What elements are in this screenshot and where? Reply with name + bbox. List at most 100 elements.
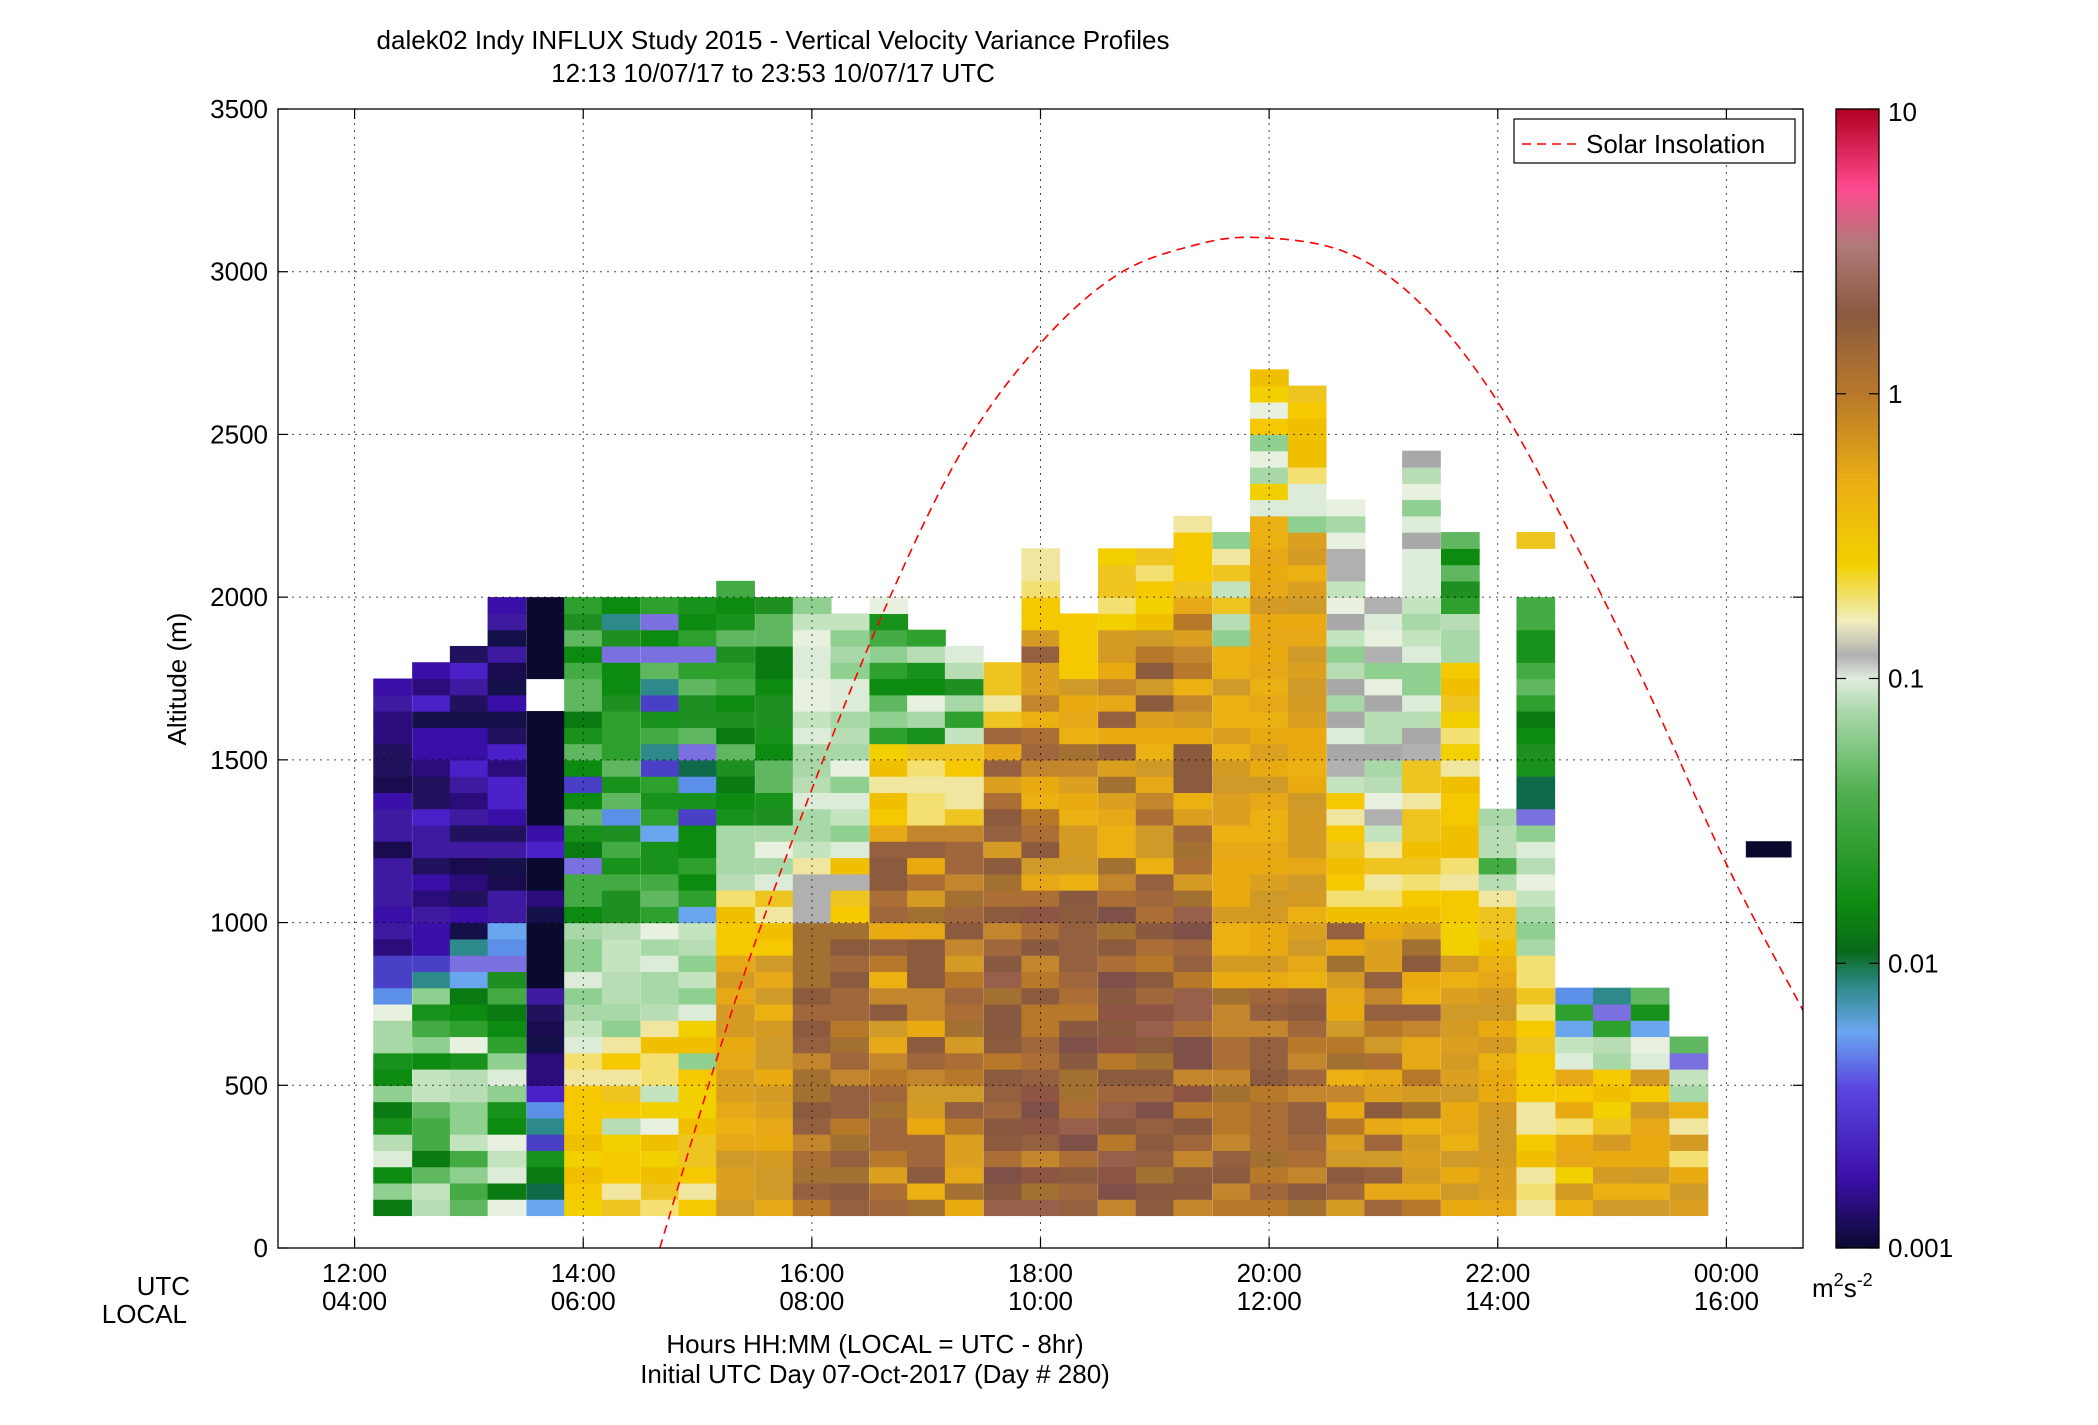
heatmap-cell (1593, 1134, 1632, 1151)
heatmap-cell (1250, 1182, 1289, 1200)
heatmap-cell (373, 1085, 412, 1103)
heatmap-cell (1630, 1020, 1670, 1038)
heatmap-cell (1441, 1052, 1480, 1070)
heatmap-cell (1212, 1199, 1252, 1217)
heatmap-cell (1173, 1199, 1213, 1217)
heatmap-cell (640, 873, 680, 891)
heatmap-cell (449, 1134, 489, 1151)
heatmap-cell (1287, 662, 1327, 680)
heatmap-cell (1059, 890, 1098, 907)
heatmap-cell (640, 1036, 680, 1054)
heatmap-cell (716, 662, 755, 680)
heatmap-cell (564, 1166, 603, 1184)
heatmap-cell (1516, 759, 1556, 777)
heatmap-cell (907, 922, 946, 940)
heatmap-cell (869, 1003, 909, 1021)
heatmap-cell (983, 1150, 1023, 1168)
heatmap-cell (1441, 532, 1480, 549)
heatmap-cell (564, 727, 603, 745)
heatmap-cell (487, 711, 527, 728)
heatmap-cell (1402, 613, 1441, 631)
heatmap-cell (1402, 450, 1441, 468)
heatmap-cell (1326, 759, 1366, 777)
heatmap-cell (487, 841, 527, 859)
heatmap-cell (1402, 1020, 1441, 1038)
heatmap-cell (449, 776, 489, 793)
heatmap-cell (640, 629, 680, 647)
heatmap-cell (1364, 841, 1404, 859)
heatmap-cell (601, 743, 641, 761)
heatmap-cell (716, 971, 755, 989)
heatmap-cell (564, 792, 603, 810)
heatmap-cell (412, 1052, 451, 1070)
heatmap-cell (1287, 1052, 1327, 1070)
heatmap-cell (1593, 1182, 1632, 1200)
heatmap-cell (869, 857, 909, 875)
heatmap-cell (1287, 1085, 1327, 1103)
heatmap-cell (983, 987, 1023, 1005)
heatmap-cell (640, 1020, 680, 1038)
heatmap-cell (1135, 613, 1175, 631)
heatmap-cell (1326, 613, 1366, 631)
heatmap-cell (792, 1166, 832, 1184)
heatmap-cell (1250, 841, 1289, 859)
heatmap-cell (1364, 645, 1404, 663)
heatmap-cell (1021, 776, 1061, 793)
heatmap-cell (526, 743, 566, 761)
heatmap-cell (792, 971, 832, 989)
heatmap-cell (1287, 808, 1327, 826)
colorbar-unit-base: m (1812, 1273, 1834, 1303)
heatmap-cell (830, 1166, 870, 1184)
legend-box (1513, 118, 1796, 164)
heatmap-cell (640, 1069, 680, 1086)
heatmap-cell (869, 955, 909, 972)
heatmap-cell (373, 906, 412, 924)
heatmap-cell (1326, 711, 1366, 728)
heatmap-cell (792, 1182, 832, 1200)
heatmap-cell (1441, 645, 1480, 663)
heatmap-cell (564, 1020, 603, 1038)
heatmap-cell (1441, 776, 1480, 793)
heatmap-cell (1326, 645, 1366, 663)
heatmap-cell (1135, 906, 1175, 924)
heatmap-cell (716, 645, 755, 663)
heatmap-cell (907, 1101, 946, 1119)
heatmap-cell (1212, 645, 1252, 663)
heatmap-cell (640, 662, 680, 680)
heatmap-cell (792, 824, 832, 842)
heatmap-cell (1212, 1020, 1252, 1038)
heatmap-cell (601, 662, 641, 680)
heatmap-cell (792, 629, 832, 647)
heatmap-cell (944, 743, 984, 761)
heatmap-cell (869, 1199, 909, 1217)
heatmap-cell (526, 1199, 566, 1217)
heatmap-cell (1021, 1134, 1061, 1151)
heatmap-cell (412, 1117, 451, 1135)
heatmap-cell (449, 1117, 489, 1135)
heatmap-cell (1059, 727, 1098, 745)
heatmap-cell (830, 1003, 870, 1021)
heatmap-cell (412, 1069, 451, 1086)
heatmap-cell (1098, 1036, 1137, 1054)
heatmap-cell (755, 1036, 794, 1054)
heatmap-cell (755, 1069, 794, 1086)
heatmap-cell (1630, 1134, 1670, 1151)
heatmap-cell (944, 1117, 984, 1135)
heatmap-cell (1630, 1036, 1670, 1054)
heatmap-cell (1402, 1052, 1441, 1070)
heatmap-cell (1402, 824, 1441, 842)
heatmap-cell (830, 678, 870, 696)
heatmap-cell (1326, 938, 1366, 956)
heatmap-cell (869, 1117, 909, 1135)
heatmap-cell (487, 743, 527, 761)
heatmap-cell (907, 808, 946, 826)
heatmap-cell (1135, 824, 1175, 842)
heatmap-cell (1059, 645, 1098, 663)
heatmap-cell (1364, 678, 1404, 696)
heatmap-cell (1212, 922, 1252, 940)
heatmap-cell (1212, 548, 1252, 566)
heatmap-cell (449, 694, 489, 712)
heatmap-cell (601, 1182, 641, 1200)
heatmap-cell (1135, 890, 1175, 907)
heatmap-cell (944, 1182, 984, 1200)
